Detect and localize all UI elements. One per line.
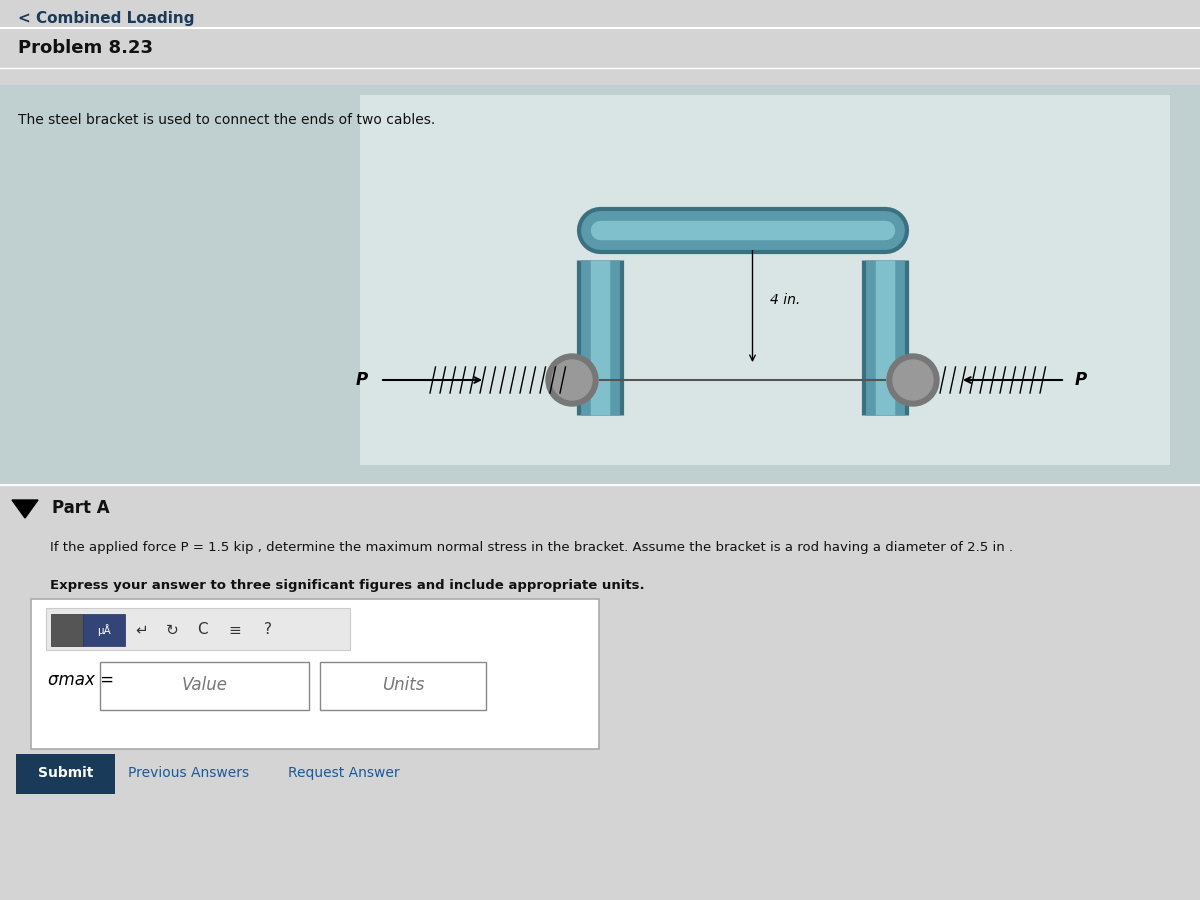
Circle shape [552, 360, 592, 400]
FancyBboxPatch shape [83, 614, 125, 646]
Text: Value: Value [182, 676, 228, 694]
Text: Express your answer to three significant figures and include appropriate units.: Express your answer to three significant… [50, 579, 644, 591]
FancyBboxPatch shape [0, 85, 1200, 485]
Circle shape [546, 354, 598, 406]
FancyBboxPatch shape [320, 662, 486, 710]
Text: Previous Answers: Previous Answers [128, 766, 250, 780]
FancyBboxPatch shape [46, 608, 350, 650]
Text: ↵: ↵ [136, 623, 149, 637]
Text: Request Answer: Request Answer [288, 766, 400, 780]
Text: σmax =: σmax = [48, 671, 114, 689]
Text: If the applied force P = 1.5 kip , determine the maximum normal stress in the br: If the applied force P = 1.5 kip , deter… [50, 542, 1013, 554]
Text: Part A: Part A [52, 499, 109, 517]
Text: Problem 8.23: Problem 8.23 [18, 39, 154, 57]
Text: Units: Units [382, 676, 424, 694]
Text: ↻: ↻ [166, 623, 179, 637]
Text: P: P [1075, 371, 1087, 389]
FancyBboxPatch shape [100, 662, 310, 710]
Text: μÅ: μÅ [97, 624, 110, 636]
Text: C: C [197, 623, 208, 637]
FancyBboxPatch shape [50, 614, 83, 646]
Text: ?: ? [264, 623, 272, 637]
Text: Submit: Submit [38, 766, 94, 780]
Text: P: P [356, 371, 368, 389]
Circle shape [893, 360, 934, 400]
FancyBboxPatch shape [360, 95, 1170, 465]
FancyBboxPatch shape [31, 599, 599, 749]
Circle shape [887, 354, 940, 406]
Text: 4 in.: 4 in. [770, 293, 800, 307]
FancyBboxPatch shape [16, 754, 115, 794]
Polygon shape [12, 500, 38, 518]
Text: The steel bracket is used to connect the ends of two cables.: The steel bracket is used to connect the… [18, 113, 436, 127]
Text: < Combined Loading: < Combined Loading [18, 11, 194, 25]
Text: ≡: ≡ [229, 623, 241, 637]
